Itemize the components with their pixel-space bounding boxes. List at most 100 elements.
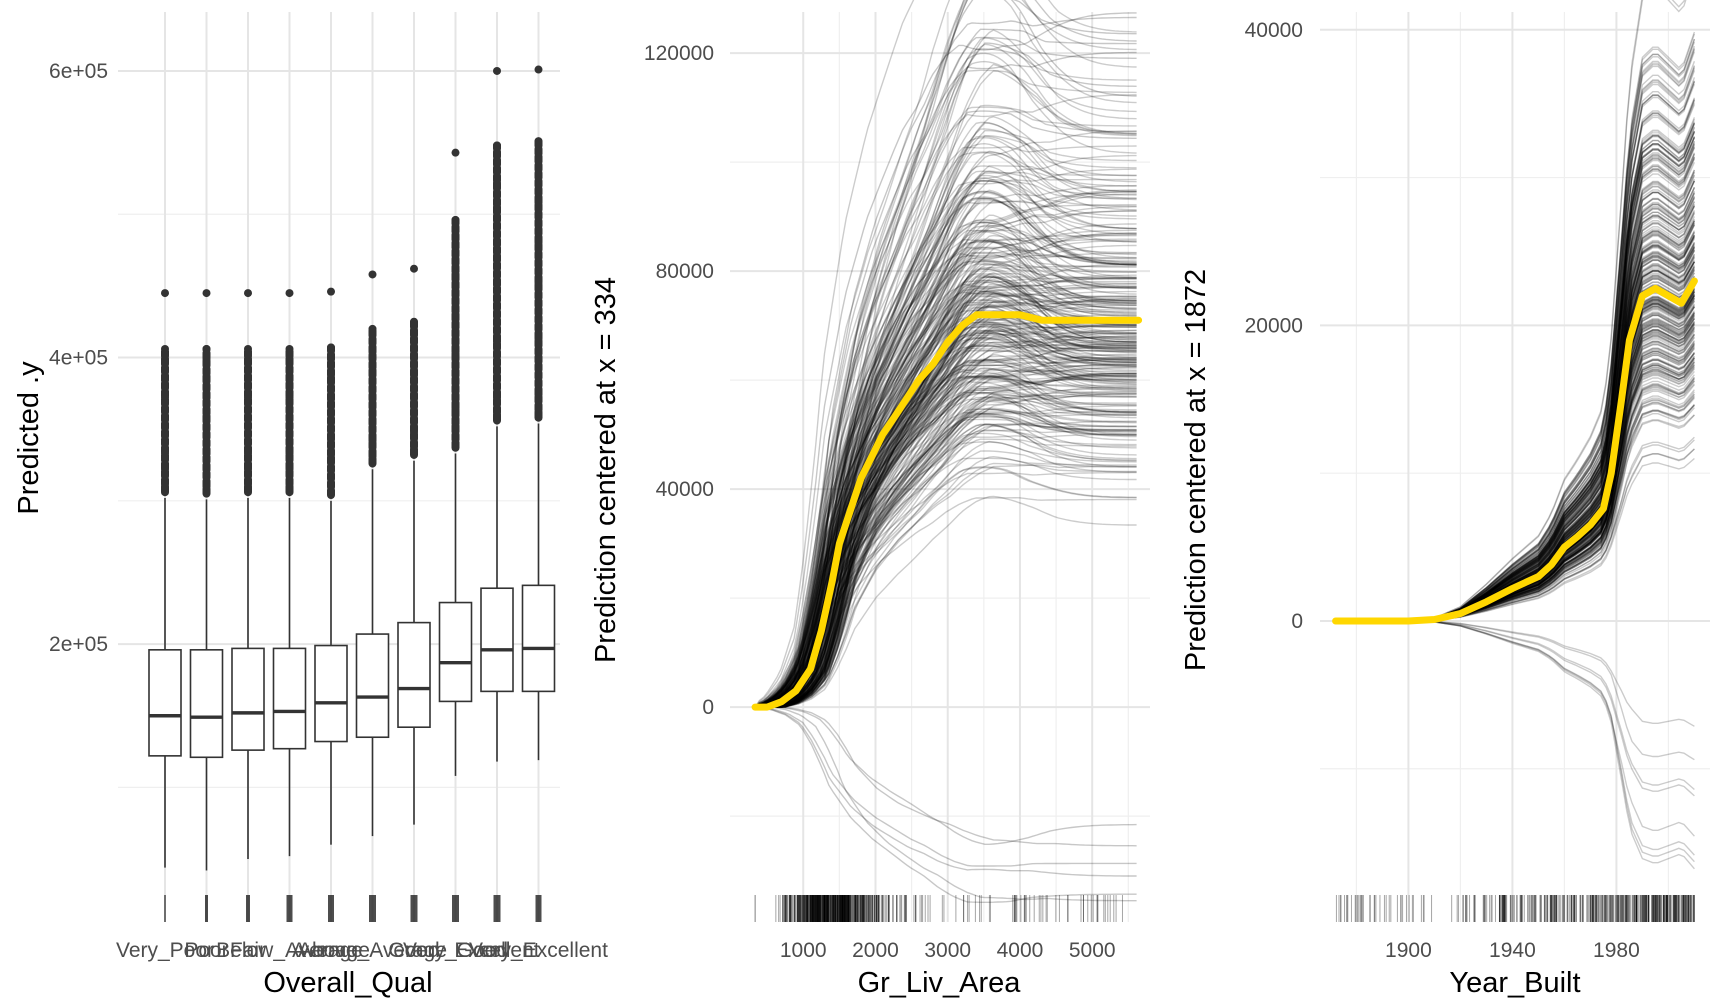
p2-ice-curve [755, 272, 1137, 708]
p2-ice-curve [755, 344, 1137, 708]
p2-ice-curve [755, 199, 1137, 708]
p1-outlier [327, 287, 335, 296]
p1-box-rect [480, 587, 514, 693]
p2-ice-curve [755, 193, 1137, 708]
p2-ice-curve [754, 349, 1137, 708]
p2-ice-curve [755, 180, 1137, 708]
p2-ice-curve [755, 36, 1137, 708]
p2-ice-curve [755, 341, 1137, 708]
p2-ice-curve [754, 263, 1137, 708]
p3-ice-curve [1335, 620, 1695, 863]
p2-ice-curve [755, 63, 1137, 708]
p2-ice-curve [755, 391, 1137, 708]
p2-ice-curve [754, 359, 1137, 708]
p1-x-tick-label: Very_Excellent [469, 939, 608, 962]
p2-ice-curve [755, 330, 1137, 708]
p2-ice-curve [754, 280, 1137, 708]
p2-ice-curve [754, 233, 1137, 708]
p2-ice-curve [755, 706, 1137, 877]
p2-ice-curve [755, 350, 1137, 708]
p2-ice-curve [755, 115, 1137, 708]
p2-ice-curve [755, 253, 1137, 708]
p2-ice-curve [754, 375, 1137, 708]
p2-ice-curve [755, 246, 1137, 708]
p1-x-tick-label: Poor [184, 939, 228, 962]
p2-ice-curve [755, 244, 1137, 708]
p2-ice-curve [755, 375, 1137, 708]
p1-box-Poor [189, 289, 224, 871]
p1-box-rect [148, 649, 182, 757]
p2-ice-curve [755, 367, 1137, 708]
p2-ice-curve [755, 238, 1137, 708]
p1-x-tick-label: Very_Good [403, 939, 508, 962]
p2-ice-curve [755, 206, 1137, 708]
gr-liv-area-ice-panel: 0 40000 80000 120000 1000 2000 3000 4000 5000 G… [590, 0, 1150, 999]
p2-x-tick-labels: 1000 2000 3000 4000 5000 [780, 939, 1116, 962]
p2-ice-curve [755, 329, 1137, 708]
p2-ice-curve [755, 386, 1137, 708]
p2-ice-curve [755, 297, 1137, 708]
p2-ice-curve [755, 323, 1137, 708]
p2-ice-curve [755, 264, 1137, 708]
p2-ice-curve [755, 329, 1137, 708]
p2-ice-curve [754, 196, 1137, 708]
p2-ice-curve [755, 277, 1137, 708]
p1-rug-mark [246, 895, 250, 922]
p2-x-tick-label: 2000 [852, 939, 899, 962]
p2-ice-curve [755, 340, 1137, 708]
p2-ice-curve [755, 292, 1137, 708]
p1-outlier [368, 270, 377, 279]
p2-ice-curve [755, 423, 1137, 708]
p2-ice-curve [754, 377, 1137, 708]
p2-ice-curve [755, 354, 1137, 708]
p2-ice-curve [755, 0, 1137, 708]
p2-ice-curve [754, 374, 1137, 708]
p1-x-tick-label: Above_Average [298, 939, 447, 962]
p2-ice-curves [754, 0, 1137, 903]
p2-ice-curve [754, 223, 1137, 708]
p2-ice-curve [755, 151, 1137, 708]
p1-box-rect [438, 601, 473, 703]
p2-ice-curve [755, 121, 1137, 708]
p2-ice-curve [754, 254, 1137, 708]
p1-rug-mark [369, 895, 376, 922]
p2-ice-curve [755, 130, 1137, 708]
p2-ice-curve [755, 16, 1137, 708]
p2-ice-curve [754, 375, 1137, 708]
p2-ice-curve [755, 420, 1137, 708]
p2-ice-curve [755, 304, 1137, 708]
p2-ice-curve [754, 51, 1137, 708]
p1-y-tick-label: 6e+05 [49, 60, 108, 83]
p2-ice-curve [755, 377, 1137, 708]
p3-ice-curve [1335, 620, 1695, 856]
p2-ice-curve [755, 266, 1137, 708]
p3-ice-curve [1335, 620, 1695, 727]
p2-ice-curve [755, 299, 1137, 708]
p2-ice-curve [755, 232, 1137, 708]
p2-ice-curve [755, 165, 1137, 708]
p2-ice-curve [755, 397, 1137, 708]
p2-ice-curve [754, 281, 1137, 708]
p2-ice-curve [755, 240, 1137, 708]
p1-outlier [244, 289, 252, 298]
p2-ice-curve [755, 358, 1137, 708]
p2-ice-curve [754, 180, 1137, 708]
p2-ice-curve [755, 28, 1137, 708]
p2-ice-curve [755, 408, 1137, 708]
p1-x-tick-label: Very_Poor [116, 939, 214, 962]
p2-ice-curve [754, 392, 1137, 708]
p2-ice-curve [755, 450, 1137, 708]
p2-ice-curve [755, 323, 1137, 708]
year-built-ice-panel: 0 20000 40000 1900 1940 1980 Year_Built Pred… [1180, 0, 1710, 999]
p2-ice-curve [755, 378, 1137, 708]
p3-ice-curve [1335, 620, 1695, 761]
p2-ice-curve [755, 371, 1137, 708]
p2-ice-curve [755, 358, 1137, 708]
p2-ice-curve [754, 260, 1137, 708]
p2-ice-curve [755, 368, 1137, 708]
p1-rug-mark [286, 895, 293, 922]
p2-ice-curve [755, 310, 1137, 708]
p2-ice-curve [754, 221, 1137, 708]
p2-ice-curve [754, 330, 1137, 708]
p2-ice-curve [755, 304, 1137, 708]
